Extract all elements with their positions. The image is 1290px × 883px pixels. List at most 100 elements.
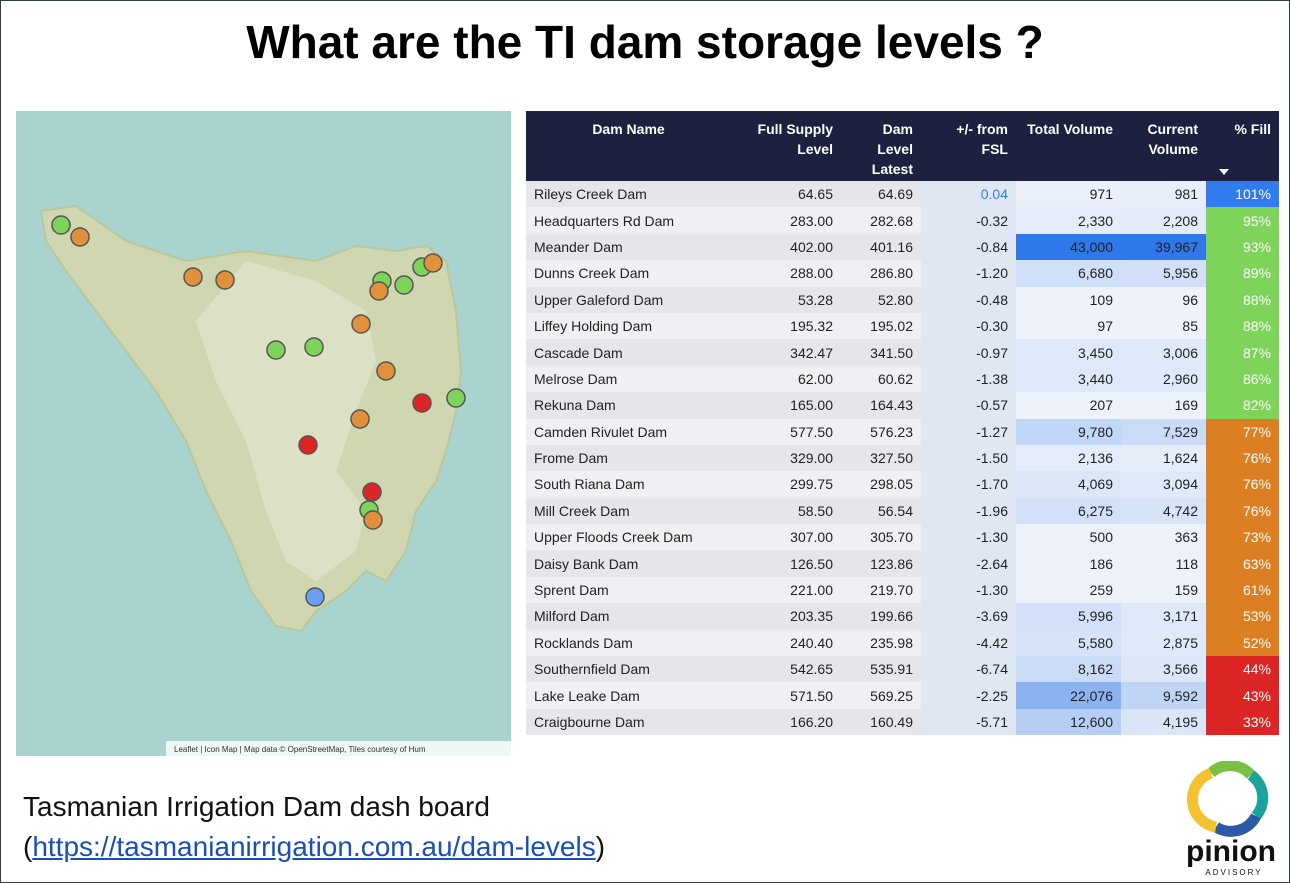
table-cell: 207 [1016, 392, 1121, 418]
table-cell: 186 [1016, 550, 1121, 576]
table-cell: 56.54 [841, 498, 921, 524]
table-cell: 60.62 [841, 366, 921, 392]
table-cell: 299.75 [731, 471, 841, 497]
table-cell: 43% [1206, 682, 1279, 708]
table-cell: 203.35 [731, 603, 841, 629]
slide: What are the TI dam storage levels ? [0, 0, 1290, 883]
table-cell: 971 [1016, 181, 1121, 207]
table-cell: 9,780 [1016, 419, 1121, 445]
slide-title: What are the TI dam storage levels ? [1, 15, 1289, 69]
table-cell: 76% [1206, 471, 1279, 497]
table-cell: 109 [1016, 287, 1121, 313]
table-body: Rileys Creek Dam64.6564.690.04971981101%… [526, 181, 1279, 735]
table-cell: 307.00 [731, 524, 841, 550]
table-cell: 101% [1206, 181, 1279, 207]
table-cell: 5,956 [1121, 260, 1206, 286]
table-cell: -0.48 [921, 287, 1016, 313]
table-cell: 2,208 [1121, 207, 1206, 233]
table-row: Sprent Dam221.00219.70-1.3025915961% [526, 577, 1279, 603]
table-cell: 342.47 [731, 339, 841, 365]
table-cell: 199.66 [841, 603, 921, 629]
table-cell: Cascade Dam [526, 339, 731, 365]
table-cell: 221.00 [731, 577, 841, 603]
map: Leaflet | Icon Map | Map data © OpenStre… [16, 111, 511, 756]
table-cell: 3,440 [1016, 366, 1121, 392]
table-cell: 576.23 [841, 419, 921, 445]
table-cell: 12,600 [1016, 709, 1121, 735]
table-cell: 123.86 [841, 550, 921, 576]
table-cell: 97 [1016, 313, 1121, 339]
table-cell: 89% [1206, 260, 1279, 286]
table-cell: 62.00 [731, 366, 841, 392]
logo: pinion ADVISORY [1176, 761, 1286, 879]
marker [306, 588, 324, 606]
dashboard-link[interactable]: https://tasmanianirrigation.com.au/dam-l… [32, 831, 595, 862]
table-cell: Daisy Bank Dam [526, 550, 731, 576]
table-cell: -1.70 [921, 471, 1016, 497]
table-row: Headquarters Rd Dam283.00282.68-0.322,33… [526, 207, 1279, 233]
table-cell: Rileys Creek Dam [526, 181, 731, 207]
table-cell: 164.43 [841, 392, 921, 418]
table-cell: 73% [1206, 524, 1279, 550]
table-cell: 166.20 [731, 709, 841, 735]
sort-indicator [1219, 169, 1229, 175]
marker [370, 282, 388, 300]
table-cell: -1.38 [921, 366, 1016, 392]
table-cell: 52% [1206, 630, 1279, 656]
table-cell: 2,875 [1121, 630, 1206, 656]
table-cell: 76% [1206, 498, 1279, 524]
table-cell: Rocklands Dam [526, 630, 731, 656]
paren: ) [596, 831, 605, 862]
table-cell: 7,529 [1121, 419, 1206, 445]
table-cell: -5.71 [921, 709, 1016, 735]
table-row: Camden Rivulet Dam577.50576.23-1.279,780… [526, 419, 1279, 445]
dam-table: Dam NameFull Supply LevelDam Level Lates… [526, 111, 1279, 735]
logo-arc [1211, 766, 1251, 775]
table-cell: Upper Galeford Dam [526, 287, 731, 313]
table-cell: 4,195 [1121, 709, 1206, 735]
table-cell: -6.74 [921, 656, 1016, 682]
table-cell: -0.97 [921, 339, 1016, 365]
table-cell: -0.32 [921, 207, 1016, 233]
table-cell: 118 [1121, 550, 1206, 576]
marker [71, 228, 89, 246]
marker [352, 315, 370, 333]
table-cell: 33% [1206, 709, 1279, 735]
table-cell: 76% [1206, 445, 1279, 471]
table-cell: Mill Creek Dam [526, 498, 731, 524]
caption-link-line: (https://tasmanianirrigation.com.au/dam-… [23, 827, 605, 867]
table-cell: -1.96 [921, 498, 1016, 524]
table-cell: 86% [1206, 366, 1279, 392]
table-cell: -4.42 [921, 630, 1016, 656]
table-cell: -1.50 [921, 445, 1016, 471]
table-cell: -0.84 [921, 234, 1016, 260]
table-cell: 5,580 [1016, 630, 1121, 656]
table-cell: 195.02 [841, 313, 921, 339]
table-cell: Rekuna Dam [526, 392, 731, 418]
table-cell: 22,076 [1016, 682, 1121, 708]
logo-arc [1251, 775, 1263, 816]
table-cell: Craigbourne Dam [526, 709, 731, 735]
table-cell: 53% [1206, 603, 1279, 629]
table-cell: 2,136 [1016, 445, 1121, 471]
table-cell: 6,275 [1016, 498, 1121, 524]
table-cell: 77% [1206, 419, 1279, 445]
column-header: Dam Name [526, 111, 731, 181]
table-cell: 64.69 [841, 181, 921, 207]
table-cell: 0.04 [921, 181, 1016, 207]
table-cell: Lake Leake Dam [526, 682, 731, 708]
table-cell: 195.32 [731, 313, 841, 339]
table-cell: 569.25 [841, 682, 921, 708]
table-row: Upper Floods Creek Dam307.00305.70-1.305… [526, 524, 1279, 550]
table-cell: 1,624 [1121, 445, 1206, 471]
table-row: Dunns Creek Dam288.00286.80-1.206,6805,9… [526, 260, 1279, 286]
table-cell: 3,566 [1121, 656, 1206, 682]
table-cell: -1.20 [921, 260, 1016, 286]
marker [424, 254, 442, 272]
table-cell: 53.28 [731, 287, 841, 313]
table-row: Cascade Dam342.47341.50-0.973,4503,00687… [526, 339, 1279, 365]
table-cell: 240.40 [731, 630, 841, 656]
